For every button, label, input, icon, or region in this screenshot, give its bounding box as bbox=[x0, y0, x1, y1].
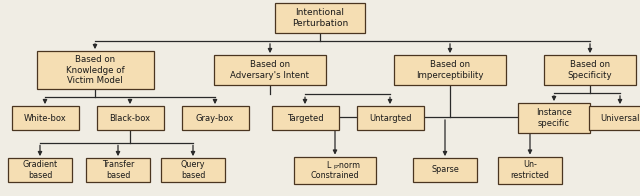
Text: Sparse: Sparse bbox=[431, 165, 459, 174]
Text: Transfer
based: Transfer based bbox=[102, 160, 134, 180]
FancyBboxPatch shape bbox=[214, 55, 326, 85]
FancyBboxPatch shape bbox=[161, 158, 225, 182]
FancyBboxPatch shape bbox=[356, 106, 424, 130]
FancyBboxPatch shape bbox=[36, 51, 154, 89]
FancyBboxPatch shape bbox=[86, 158, 150, 182]
Text: Gradient
based: Gradient based bbox=[22, 160, 58, 180]
Text: Based on
Knowledge of
Victim Model: Based on Knowledge of Victim Model bbox=[66, 55, 124, 85]
FancyBboxPatch shape bbox=[294, 156, 376, 183]
Text: Constrained: Constrained bbox=[310, 171, 359, 180]
Text: Gray-box: Gray-box bbox=[196, 113, 234, 122]
Text: Query
based: Query based bbox=[180, 160, 205, 180]
FancyBboxPatch shape bbox=[12, 106, 79, 130]
FancyBboxPatch shape bbox=[275, 3, 365, 33]
FancyBboxPatch shape bbox=[413, 158, 477, 182]
Text: Intentional
Perturbation: Intentional Perturbation bbox=[292, 8, 348, 28]
FancyBboxPatch shape bbox=[182, 106, 248, 130]
Text: Based on
Imperceptibility: Based on Imperceptibility bbox=[416, 60, 484, 80]
FancyBboxPatch shape bbox=[498, 156, 562, 183]
Text: White-box: White-box bbox=[24, 113, 67, 122]
Text: Targeted: Targeted bbox=[287, 113, 323, 122]
Text: -norm: -norm bbox=[337, 162, 361, 171]
Text: Universal: Universal bbox=[600, 113, 640, 122]
FancyBboxPatch shape bbox=[544, 55, 636, 85]
Text: Instance
specific: Instance specific bbox=[536, 108, 572, 128]
FancyBboxPatch shape bbox=[394, 55, 506, 85]
Text: Untargted: Untargted bbox=[369, 113, 412, 122]
Text: Un-
restricted: Un- restricted bbox=[511, 160, 549, 180]
FancyBboxPatch shape bbox=[97, 106, 163, 130]
FancyBboxPatch shape bbox=[589, 106, 640, 130]
Text: L: L bbox=[326, 162, 331, 171]
Text: Based on
Adversary's Intent: Based on Adversary's Intent bbox=[230, 60, 310, 80]
FancyBboxPatch shape bbox=[8, 158, 72, 182]
Text: p: p bbox=[334, 164, 338, 169]
FancyBboxPatch shape bbox=[271, 106, 339, 130]
Text: Based on
Specificity: Based on Specificity bbox=[568, 60, 612, 80]
FancyBboxPatch shape bbox=[518, 103, 590, 133]
Text: Black-box: Black-box bbox=[109, 113, 150, 122]
